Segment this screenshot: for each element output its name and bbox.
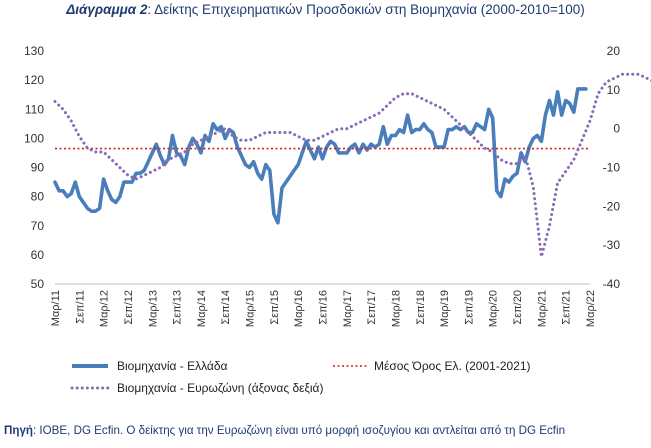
y-right-tick-label: -40 [603, 277, 621, 291]
x-tick-label: Σεπ/18 [415, 290, 427, 325]
x-tick-label: Σεπ/14 [220, 290, 232, 325]
x-tick-label: Σεπ/15 [269, 290, 281, 325]
x-tick-label: Μαρ/17 [342, 290, 354, 327]
x-tick-label: Μαρ/14 [196, 290, 208, 327]
x-tick-label: Σεπ/20 [512, 290, 524, 325]
x-tick-label: Σεπ/13 [172, 290, 184, 325]
y-right-tick-label: 20 [607, 44, 621, 58]
x-tick-label: Σεπ/11 [74, 290, 86, 324]
chart-title: Διάγραμμα 2: Δείκτης Επιχειρηματικών Προ… [0, 2, 651, 17]
y-left-tick-label: 120 [24, 73, 44, 87]
x-tick-label: Μαρ/20 [488, 290, 500, 327]
y-right-tick-label: -10 [603, 161, 621, 175]
y-left-tick-label: 60 [31, 248, 45, 262]
x-tick-label: Σεπ/21 [561, 290, 573, 325]
series-eurozone-line [53, 72, 651, 259]
y-left-tick-label: 80 [31, 190, 45, 204]
x-tick-label: Σεπ/12 [123, 290, 135, 325]
y-left-tick-label: 50 [31, 277, 45, 291]
y-right-tick-label: -30 [603, 238, 621, 252]
x-tick-label: Μαρ/18 [390, 290, 402, 327]
x-tick-label: Μαρ/15 [245, 290, 257, 327]
source-prefix: Πηγή [4, 424, 33, 437]
y-right-tick-label: -20 [603, 199, 621, 213]
x-tick-label: Σεπ/16 [318, 290, 330, 325]
y-left-tick-label: 70 [31, 219, 45, 233]
y-right-tick-label: 0 [613, 122, 620, 136]
x-tick-label: Μαρ/16 [293, 290, 305, 327]
x-tick-label: Μαρ/12 [99, 290, 111, 327]
legend-label-greece: Βιομηχανία - Ελλάδα [117, 359, 228, 373]
series-greece-line [53, 87, 588, 225]
legend-label-eurozone: Βιομηχανία - Ευρωζώνη (άξονας δεξιά) [117, 381, 323, 395]
x-tick-label: Μαρ/11 [50, 290, 62, 326]
y-left-tick-label: 110 [25, 102, 44, 116]
y-left-tick-label: 130 [24, 44, 44, 58]
x-tick-label: Μαρ/21 [536, 290, 548, 327]
source-note: Πηγή: IOBE, DG Ecfin. Ο δείκτης για την … [4, 424, 649, 437]
chart-title-text: : Δείκτης Επιχειρηματικών Προσδοκιών στη… [147, 2, 585, 17]
x-tick-label: Μαρ/13 [147, 290, 159, 327]
x-tick-label: Μαρ/19 [439, 290, 451, 327]
y-left-tick-label: 100 [24, 131, 44, 145]
chart-title-prefix: Διάγραμμα 2 [66, 2, 148, 17]
x-tick-label: Μαρ/22 [585, 290, 597, 327]
x-tick-label: Σεπ/19 [463, 290, 475, 325]
y-right-tick-label: 10 [607, 83, 621, 97]
x-tick-label: Σεπ/17 [366, 290, 378, 325]
chart-svg: 50 60 70 80 90 100 110 120 130 -40 -30 -20 -10 0 10 20 Μ… [24, 44, 651, 395]
y-left-tick-label: 90 [31, 161, 45, 175]
source-text: : IOBE, DG Ecfin. Ο δείκτης για την Ευρω… [32, 424, 566, 437]
legend-label-average: Μέσος Όρος Ελ. (2001-2021) [374, 359, 531, 373]
